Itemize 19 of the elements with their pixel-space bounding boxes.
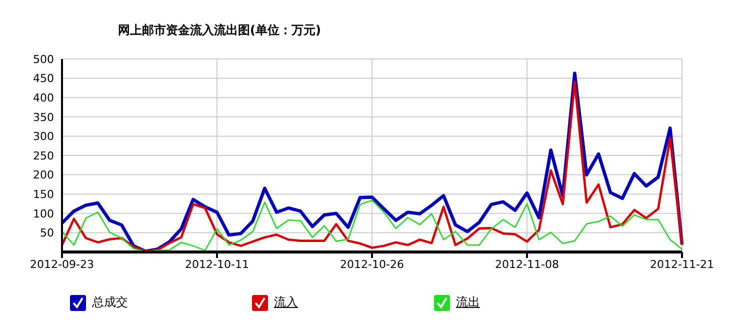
y-tick-label: 400 [33,92,54,105]
legend-label: 流入 [274,294,298,311]
y-tick-label: 50 [40,226,54,240]
y-tick-label: 500 [33,52,54,66]
y-tick-label: 300 [33,130,54,144]
y-tick-label: 200 [33,168,54,182]
legend-label: 总成交 [92,294,128,311]
y-tick-label: 100 [33,207,54,220]
x-tick-label: 2012-10-26 [340,258,404,271]
y-tick-label: 250 [33,149,54,162]
legend-label: 流出 [456,294,480,311]
y-tick-label: 150 [33,188,54,202]
chart-title: 网上邮市资金流入流出图(单位：万元) [118,22,321,39]
x-tick-label: 2012-10-11 [185,258,249,271]
x-tick-label: 2012-09-23 [30,258,94,271]
x-tick-label: 2012-11-21 [650,258,714,271]
y-tick-label: 350 [33,110,54,124]
x-tick-label: 2012-11-08 [495,258,559,271]
y-tick-label: 450 [33,72,54,86]
